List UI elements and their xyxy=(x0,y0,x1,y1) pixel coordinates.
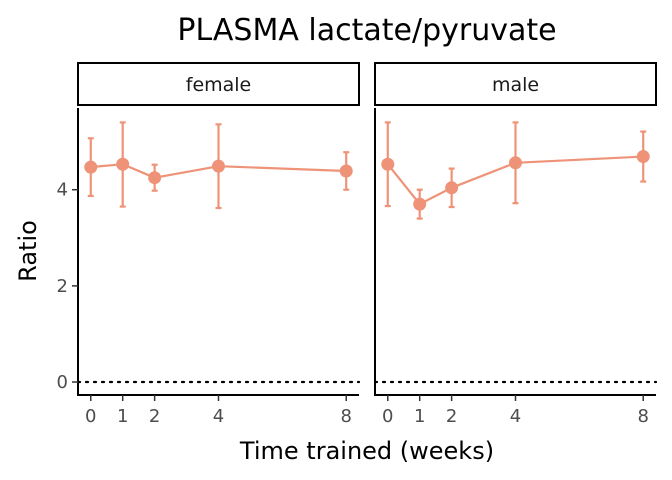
strip-label: male xyxy=(492,74,539,96)
strip-box xyxy=(374,62,657,106)
y-tick-label: 0 xyxy=(57,372,68,393)
x-tick-label: 0 xyxy=(382,406,393,427)
x-tick-label: 8 xyxy=(341,406,352,427)
x-tick-label: 2 xyxy=(149,406,160,427)
strip-box xyxy=(77,62,360,106)
x-tick-label: 4 xyxy=(510,406,521,427)
data-point xyxy=(116,157,130,171)
data-point xyxy=(413,197,427,211)
y-axis-title: Ratio xyxy=(14,220,42,282)
x-axis-title: Time trained (weeks) xyxy=(239,437,494,465)
data-point xyxy=(509,156,522,170)
data-point xyxy=(212,159,225,173)
x-tick-label: 8 xyxy=(638,406,649,427)
x-tick-label: 1 xyxy=(414,406,425,427)
data-point xyxy=(445,181,459,195)
y-tick-label: 2 xyxy=(57,276,68,297)
panel-male: male 0 1 2 4 8 xyxy=(373,62,658,427)
data-point xyxy=(84,160,98,174)
x-tick-label: 0 xyxy=(85,406,96,427)
x-tick-label: 4 xyxy=(213,406,224,427)
data-point xyxy=(381,157,395,171)
chart-title: PLASMA lactate/pyruvate xyxy=(177,13,556,48)
x-tick-label: 2 xyxy=(446,406,457,427)
x-tick-label: 1 xyxy=(117,406,128,427)
strip-label: female xyxy=(186,74,252,96)
y-tick-label: 4 xyxy=(57,180,68,201)
data-point xyxy=(148,171,162,185)
data-point xyxy=(339,164,353,178)
data-point xyxy=(636,150,650,164)
